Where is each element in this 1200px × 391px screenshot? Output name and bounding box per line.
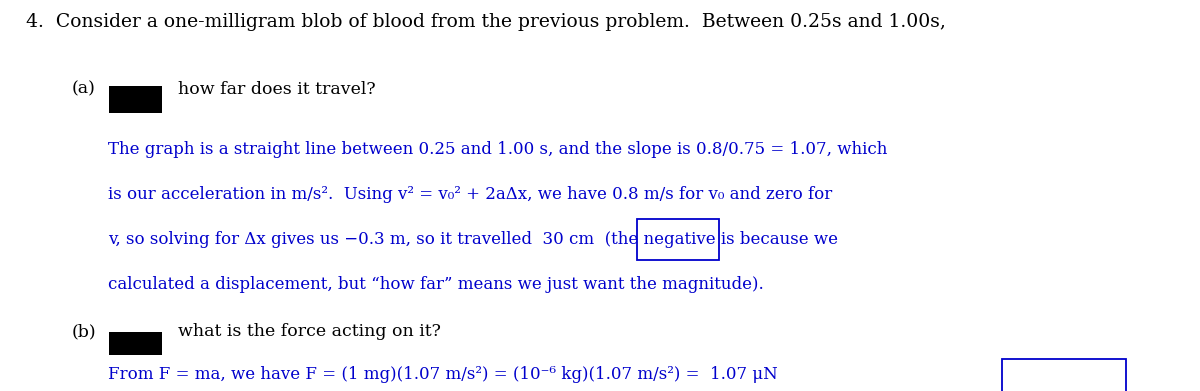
Text: v, so solving for Δx gives us −0.3 m, so it travelled  30 cm  (the negative is b: v, so solving for Δx gives us −0.3 m, so…: [108, 231, 838, 248]
Text: The graph is a straight line between 0.25 and 1.00 s, and the slope is 0.8/0.75 : The graph is a straight line between 0.2…: [108, 142, 887, 158]
Text: From F = ma, we have F = (1 mg)(1.07 m/s²) = (10⁻⁶ kg)(1.07 m/s²) =  1.07 μN: From F = ma, we have F = (1 mg)(1.07 m/s…: [108, 366, 778, 383]
Text: 4.  Consider a one-milligram blob of blood from the previous problem.  Between 0: 4. Consider a one-milligram blob of bloo…: [26, 13, 947, 31]
Text: (a): (a): [72, 81, 96, 98]
Text: how far does it travel?: how far does it travel?: [178, 81, 376, 98]
Text: what is the force acting on it?: what is the force acting on it?: [178, 323, 440, 340]
Text: calculated a displacement, but “how far” means we just want the magnitude).: calculated a displacement, but “how far”…: [108, 276, 763, 293]
Text: is our acceleration in m/s².  Using v² = v₀² + 2aΔx, we have 0.8 m/s for v₀ and : is our acceleration in m/s². Using v² = …: [108, 187, 833, 203]
FancyBboxPatch shape: [109, 332, 162, 355]
Text: (b): (b): [72, 323, 97, 340]
FancyBboxPatch shape: [109, 86, 162, 113]
